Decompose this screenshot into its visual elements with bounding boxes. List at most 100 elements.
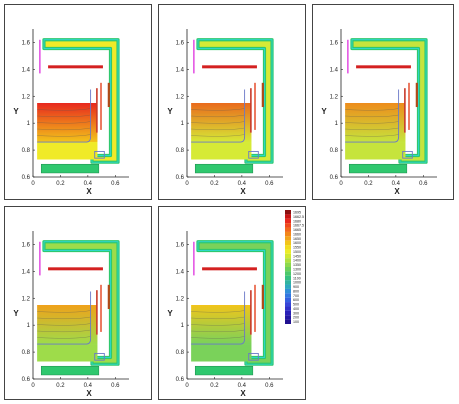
y-tick-label: 1.6	[22, 40, 31, 46]
wire-2	[100, 82, 102, 130]
y-tick-label: 1.2	[176, 296, 185, 302]
contour-line	[37, 310, 91, 313]
heater-bar	[48, 267, 103, 271]
side-heater-bar	[261, 82, 264, 108]
legend-label: 1450	[293, 254, 301, 258]
legend-label: 1200	[293, 272, 301, 276]
x-tick-label: 0.2	[210, 181, 219, 187]
legend-label: 1350	[293, 263, 301, 267]
legend-label: 1650	[293, 237, 301, 241]
side-heater-bar	[107, 82, 110, 108]
x-tick-label: 0	[185, 383, 189, 389]
legend-swatch	[285, 240, 291, 246]
y-tick-label: 1.4	[176, 269, 185, 275]
legend-label: 500	[293, 303, 299, 307]
contour-line	[345, 134, 399, 137]
wire-1	[96, 88, 98, 133]
lower-fluid-region	[37, 142, 98, 160]
legend-swatch	[285, 249, 291, 254]
y-tick-label: 0.8	[176, 350, 185, 356]
bottom-plate	[194, 163, 254, 174]
x-tick-label: 0.6	[265, 181, 274, 187]
x-axis-label: X	[86, 187, 92, 196]
magenta-electrode	[39, 39, 41, 74]
contour-line	[345, 108, 399, 111]
legend-swatch	[285, 288, 291, 294]
x-tick-label: 0.2	[56, 383, 65, 389]
contour-line	[37, 114, 91, 117]
contour-line	[191, 316, 245, 319]
legend-label: 700	[293, 294, 299, 298]
y-tick-label: 1.6	[176, 242, 185, 248]
legend-swatch	[285, 284, 291, 289]
melt-region	[345, 103, 406, 143]
x-tick-label: 0.4	[238, 383, 247, 389]
magenta-electrode	[347, 39, 349, 74]
y-tick-label: 1.2	[176, 94, 185, 100]
y-tick-label: 0.6	[22, 377, 31, 383]
legend-label: 1400	[293, 259, 301, 263]
contour-line	[37, 121, 91, 124]
y-tick-label: 1.2	[22, 94, 31, 100]
wire-2	[254, 82, 256, 130]
legend-label: 1500	[293, 250, 301, 254]
y-tick-label: 1	[27, 323, 31, 329]
y-axis-label: Y	[13, 107, 19, 116]
contour-panel-2: 0.6 0.8 1 1.2 1.4 1.6 0 0.2 0.4 0.6 X Y	[158, 4, 306, 200]
x-axis-label: X	[394, 187, 400, 196]
legend-swatch	[285, 227, 291, 232]
legend-swatch	[285, 258, 291, 263]
contour-line	[37, 134, 91, 137]
contour-line	[37, 336, 91, 339]
crucible-outline	[191, 291, 246, 345]
legend-label: 1695	[293, 211, 301, 215]
contour-line	[345, 121, 399, 124]
legend-swatch	[285, 218, 291, 224]
side-heater-bar	[261, 284, 264, 310]
legend-label: 1665	[293, 228, 301, 232]
y-tick-label: 0.6	[176, 175, 185, 181]
y-tick-label: 1.6	[176, 40, 185, 46]
legend-swatch	[285, 293, 291, 298]
contour-plot-svg: 0.6 0.8 1 1.2 1.4 1.6 0 0.2 0.4 0.6 X Y	[167, 29, 283, 196]
legend-label: 1680	[293, 219, 301, 223]
x-tick-label: 0	[31, 181, 35, 187]
heater-bar	[202, 267, 257, 271]
melt-region	[191, 305, 252, 345]
y-tick-label: 0.6	[22, 175, 31, 181]
magenta-electrode	[193, 241, 195, 276]
contour-line	[191, 310, 245, 313]
crucible-outline	[37, 89, 92, 143]
contour-plot-svg: 0.6 0.8 1 1.2 1.4 1.6 0 0.2 0.4 0.6 X Y	[13, 29, 129, 196]
crucible-outline	[191, 89, 246, 143]
contour-line	[191, 323, 245, 326]
x-axis-label: X	[240, 187, 246, 196]
y-tick-label: 1	[181, 323, 185, 329]
x-axis-label: X	[86, 389, 92, 398]
legend-label: 1100	[293, 276, 301, 280]
y-tick-label: 1.4	[22, 269, 31, 275]
x-tick-label: 0	[31, 383, 35, 389]
contour-line	[345, 114, 399, 117]
crucible-outline	[345, 89, 400, 143]
wire-2	[100, 284, 102, 332]
contour-line	[191, 134, 245, 137]
side-heater-bar	[415, 82, 418, 108]
x-tick-label: 0.4	[84, 181, 93, 187]
legend-label: 1000	[293, 281, 301, 285]
melt-region	[37, 103, 98, 143]
color-legend: 1695 1662.5 1680 1667.5 1665 1660 1650 1600 1550…	[284, 208, 314, 328]
y-axis-label: Y	[321, 107, 327, 116]
y-tick-label: 1	[335, 121, 339, 127]
contour-line	[191, 108, 245, 111]
melt-region	[191, 103, 252, 143]
legend-label: 800	[293, 289, 299, 293]
y-tick-label: 0.6	[330, 175, 339, 181]
x-tick-label: 0.4	[392, 181, 401, 187]
contour-panel-5: 0.6 0.8 1 1.2 1.4 1.6 0 0.2 0.4 0.6 X Y	[158, 206, 306, 400]
legend-swatch	[285, 275, 291, 281]
x-tick-label: 0.2	[364, 181, 373, 187]
contour-plot-svg: 0.6 0.8 1 1.2 1.4 1.6 0 0.2 0.4 0.6 X Y	[13, 231, 129, 398]
y-tick-label: 0.6	[176, 377, 185, 383]
contour-line	[37, 329, 91, 332]
